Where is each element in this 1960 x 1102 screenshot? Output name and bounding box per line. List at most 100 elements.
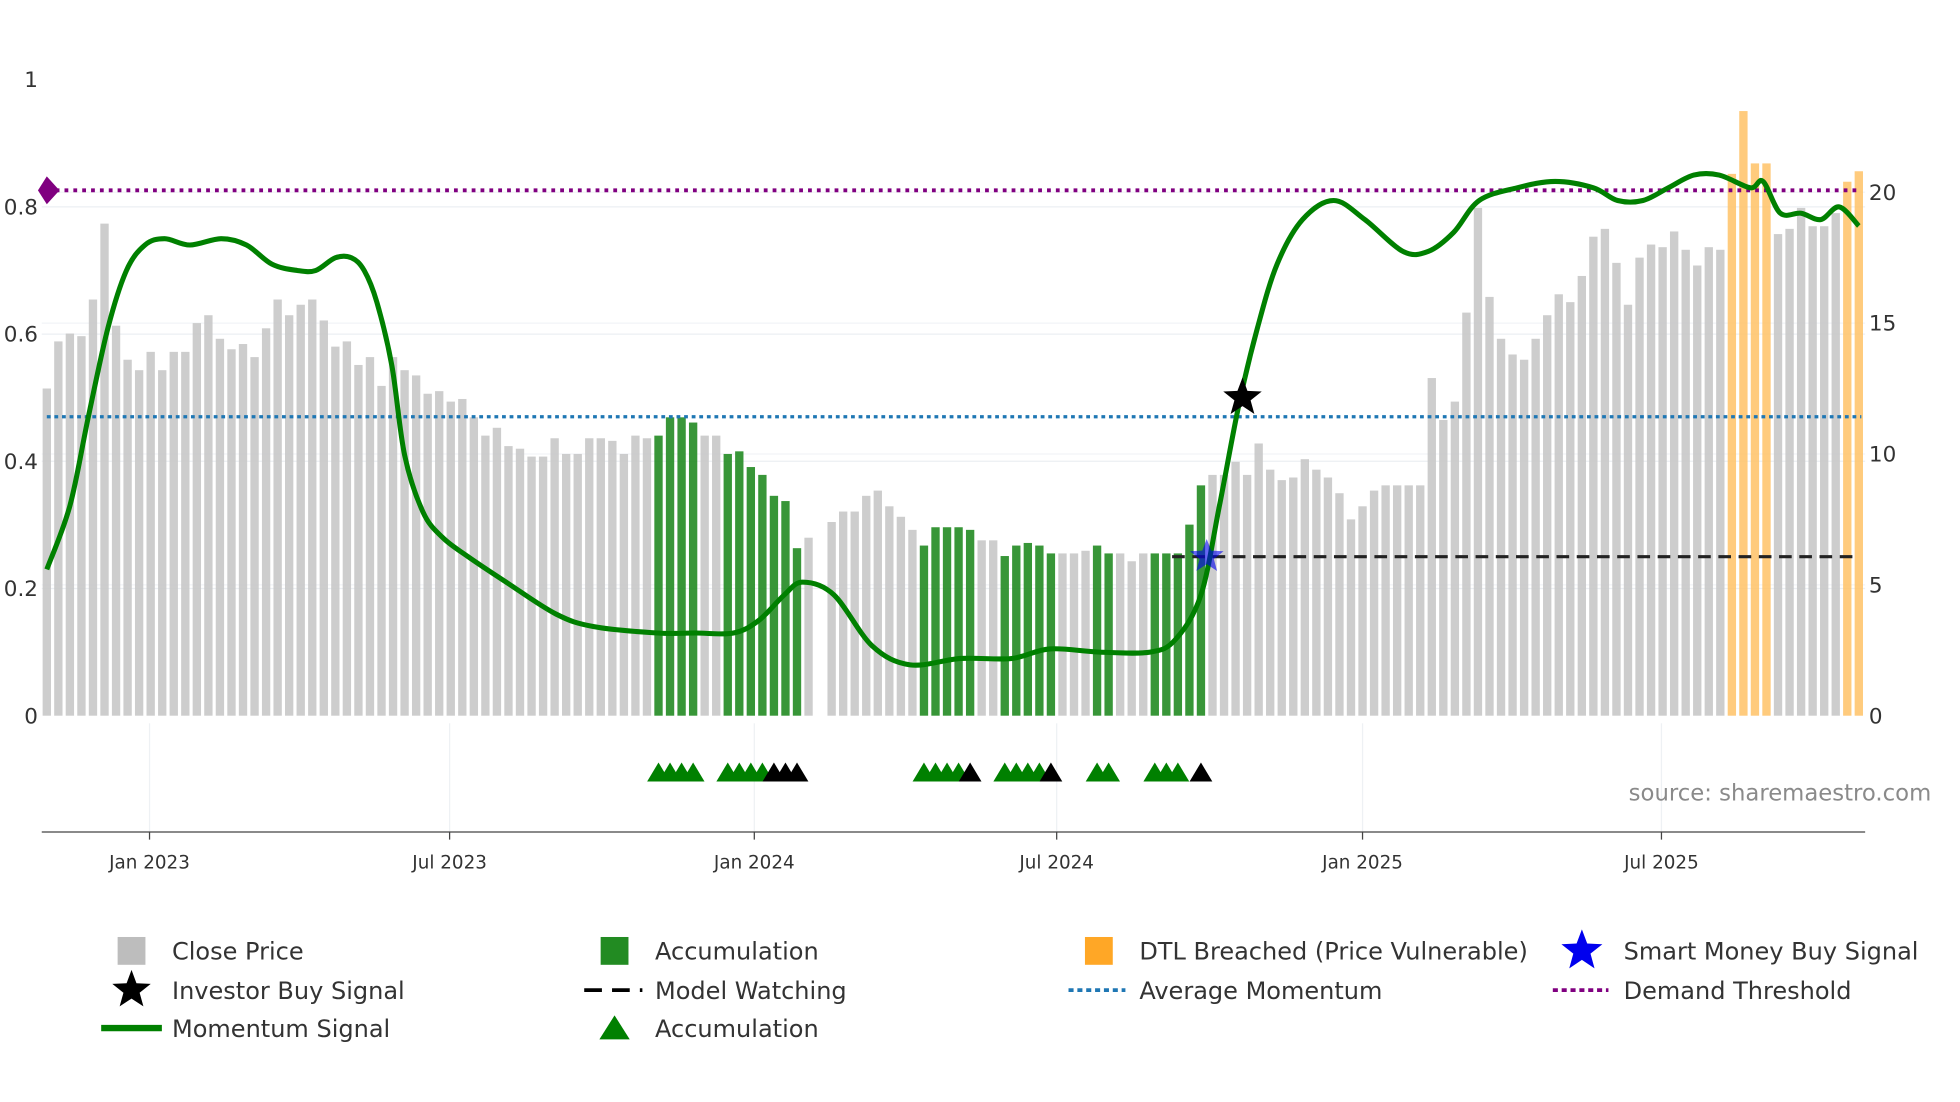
dtl-bar xyxy=(1762,163,1771,716)
accumulation-triangle-black-icon xyxy=(785,762,809,782)
dtl-bar xyxy=(1854,171,1863,716)
accumulation-bar xyxy=(1012,545,1021,716)
left-axis-tick: 0.4 xyxy=(4,450,38,475)
close-price-bar xyxy=(989,540,998,716)
close-price-bar xyxy=(850,511,859,716)
close-price-bar xyxy=(1312,469,1321,716)
close-price-bar xyxy=(319,320,328,716)
close-price-bar xyxy=(446,401,455,716)
close-price-bar xyxy=(100,223,109,716)
close-price-bar xyxy=(400,370,409,716)
x-axis-tick-label: Jul 2023 xyxy=(411,853,487,874)
accumulation-bar xyxy=(723,453,732,716)
close-price-bar xyxy=(527,456,536,716)
close-price-bar xyxy=(1669,231,1679,716)
accumulation-bar xyxy=(919,545,929,716)
close-price-bar xyxy=(1231,461,1240,716)
close-price-bar xyxy=(1577,275,1586,716)
close-price-bar xyxy=(712,435,721,716)
close-price-bar xyxy=(1589,236,1598,716)
x-axis-tick-label: Jan 2025 xyxy=(1321,853,1403,874)
close-price-bar xyxy=(1693,265,1702,716)
legend-model-watching: Model Watching xyxy=(655,977,847,1005)
close-price-bar xyxy=(1681,249,1690,716)
close-price-bar xyxy=(1635,257,1644,716)
close-price-bar xyxy=(1323,477,1333,716)
close-price-bar xyxy=(1612,262,1621,716)
close-price-bar xyxy=(1242,474,1252,716)
close-price-bar xyxy=(585,438,594,716)
close-price-bar xyxy=(1392,485,1402,716)
close-price-bar xyxy=(238,344,248,716)
reference-lines xyxy=(37,176,1862,559)
close-price-bar xyxy=(261,328,271,716)
close-price-bar xyxy=(538,456,548,716)
close-price-bar xyxy=(435,391,444,716)
close-price-bar xyxy=(158,370,167,716)
close-price-bar xyxy=(596,438,605,716)
close-price-bar xyxy=(608,440,617,716)
legend-close-price: Close Price xyxy=(172,938,304,966)
close-price-bar xyxy=(550,438,559,716)
close-price-bar xyxy=(838,511,848,716)
close-price-bar xyxy=(1716,249,1725,716)
close-price-bar xyxy=(873,490,882,716)
close-price-bar xyxy=(1115,553,1125,716)
close-price-bar xyxy=(1208,474,1217,716)
close-price-bar xyxy=(1266,469,1275,716)
close-price-bar xyxy=(354,364,363,716)
accumulation-bar xyxy=(942,527,952,716)
accumulation-triangle-black-icon xyxy=(1189,762,1213,782)
close-price-bar xyxy=(1416,485,1425,716)
price-bars xyxy=(42,111,1863,716)
close-price-bar xyxy=(192,323,202,716)
right-axis-tick: 20 xyxy=(1869,181,1896,206)
dtl-bar xyxy=(1843,181,1852,716)
close-price-bar xyxy=(1831,213,1840,716)
close-price-bar xyxy=(1519,359,1529,716)
close-price-bar xyxy=(88,299,98,716)
accumulation-bar xyxy=(665,417,675,716)
close-price-bar xyxy=(1658,247,1667,716)
close-price-bar xyxy=(296,304,305,716)
accumulation-triangle-black-icon xyxy=(1039,762,1063,782)
close-price-bar xyxy=(134,370,144,716)
close-price-bar xyxy=(642,438,652,716)
close-price-bar xyxy=(908,529,917,716)
legend-accumulation-marker: Accumulation xyxy=(655,1015,819,1043)
close-price-bar xyxy=(1300,459,1310,716)
close-price-bar xyxy=(215,338,225,716)
dtl-swatch-icon xyxy=(1084,936,1113,965)
accumulation-bar xyxy=(758,474,767,716)
legend-dtl: DTL Breached (Price Vulnerable) xyxy=(1139,938,1528,966)
accumulation-triangle-legend-icon xyxy=(599,1015,630,1040)
close-price-bar xyxy=(896,516,906,716)
close-price-bar xyxy=(1462,312,1471,716)
close-price-bar xyxy=(227,349,236,716)
close-price-bar xyxy=(1531,338,1540,716)
smart-money-legend-star-icon xyxy=(1561,929,1603,969)
close-price-bar xyxy=(1335,493,1344,716)
close-price-bar xyxy=(1600,228,1610,716)
close-price-bar xyxy=(377,385,386,716)
close-price-bar xyxy=(977,540,986,716)
right-axis-tick: 5 xyxy=(1869,573,1883,598)
close-price-bar xyxy=(146,351,155,716)
close-price-bar xyxy=(1358,506,1367,716)
dtl-bar xyxy=(1750,163,1760,716)
close-price-bar xyxy=(1219,474,1229,716)
close-price-bar xyxy=(65,333,75,716)
close-price-bar xyxy=(804,537,813,716)
close-price-bar xyxy=(492,427,502,716)
close-price-bar xyxy=(1496,338,1506,716)
close-price-bar xyxy=(1277,480,1286,716)
close-price-bar xyxy=(619,453,629,716)
accumulation-triangle-icon xyxy=(1166,762,1190,782)
source-label: source: sharemaestro.com xyxy=(1629,780,1932,806)
close-price-bar xyxy=(1820,226,1829,716)
close-price-bar xyxy=(1543,315,1552,716)
close-price-bar xyxy=(1808,226,1817,716)
